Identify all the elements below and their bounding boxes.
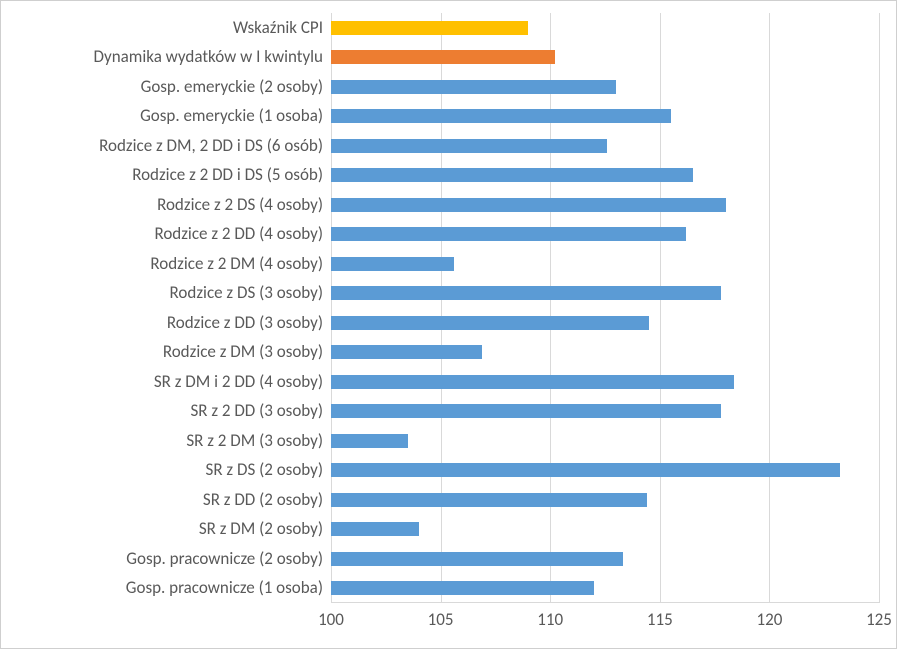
x-tick-label: 110 [537,603,563,630]
bar [331,552,623,566]
bar-row: Gosp. emeryckie (2 osoby) [331,77,879,97]
bar [331,109,671,123]
bar-row: Dynamika wydatków w I kwintylu [331,47,879,67]
bar [331,581,594,595]
bar [331,375,734,389]
x-tick-label: 125 [866,603,892,630]
bar-row: SR z DM i 2 DD (4 osoby) [331,372,879,392]
category-label: Gosp. emeryckie (1 osoba) [140,106,331,126]
x-tick-label: 115 [647,603,673,630]
category-label: Dynamika wydatków w I kwintylu [94,47,331,67]
category-label: Rodzice z 2 DD i DS (5 osób) [132,165,331,185]
category-label: SR z 2 DD (3 osoby) [190,401,331,421]
bar [331,168,693,182]
plot-area: 100105110115120125Wskaźnik CPIDynamika w… [331,13,879,603]
bar [331,286,721,300]
x-axis-line [331,602,879,603]
category-label: SR z DM (2 osoby) [199,519,331,539]
category-label: SR z 2 DM (3 osoby) [186,431,331,451]
gridline [331,13,332,603]
bar-row: Rodzice z DS (3 osoby) [331,283,879,303]
category-label: Rodzice z DM (3 osoby) [163,342,331,362]
horizontal-bar-chart: 100105110115120125Wskaźnik CPIDynamika w… [0,0,897,649]
bar-row: Rodzice z 2 DS (4 osoby) [331,195,879,215]
bar-row: SR z 2 DM (3 osoby) [331,431,879,451]
x-tick-label: 120 [756,603,782,630]
category-label: Rodzice z 2 DM (4 osoby) [150,254,331,274]
bar [331,21,528,35]
category-label: Gosp. pracownicze (1 osoba) [126,578,331,598]
gridline [879,13,880,603]
category-label: Rodzice z DD (3 osoby) [167,313,331,333]
bar-row: Rodzice z 2 DD (4 osoby) [331,224,879,244]
bar [331,139,607,153]
category-label: SR z DM i 2 DD (4 osoby) [154,372,331,392]
bar-row: SR z DS (2 osoby) [331,460,879,480]
category-label: SR z DS (2 osoby) [206,460,331,480]
bar [331,227,686,241]
category-label: Rodzice z DS (3 osoby) [170,283,331,303]
bar [331,50,555,64]
bar-row: Rodzice z DM, 2 DD i DS (6 osób) [331,136,879,156]
gridline [441,13,442,603]
bar [331,316,649,330]
bar-row: Rodzice z 2 DD i DS (5 osób) [331,165,879,185]
bar [331,463,840,477]
category-label: Rodzice z 2 DD (4 osoby) [154,224,331,244]
category-label: Wskaźnik CPI [233,18,331,38]
category-label: Rodzice z DM, 2 DD i DS (6 osób) [99,136,331,156]
bar-row: SR z 2 DD (3 osoby) [331,401,879,421]
x-tick-label: 100 [318,603,344,630]
bar [331,493,647,507]
bar-row: SR z DD (2 osoby) [331,490,879,510]
bar-row: Gosp. emeryckie (1 osoba) [331,106,879,126]
bar-row: Gosp. pracownicze (1 osoba) [331,578,879,598]
bar-row: Rodzice z 2 DM (4 osoby) [331,254,879,274]
gridline [550,13,551,603]
bar [331,345,482,359]
bar [331,434,408,448]
bar-row: Wskaźnik CPI [331,18,879,38]
bar [331,80,616,94]
x-tick-label: 105 [428,603,454,630]
bar-row: Gosp. pracownicze (2 osoby) [331,549,879,569]
category-label: Gosp. pracownicze (2 osoby) [126,549,331,569]
bar [331,257,454,271]
bar [331,522,419,536]
category-label: Rodzice z 2 DS (4 osoby) [157,195,331,215]
gridline [660,13,661,603]
bar-row: SR z DM (2 osoby) [331,519,879,539]
bar-row: Rodzice z DM (3 osoby) [331,342,879,362]
category-label: Gosp. emeryckie (2 osoby) [141,77,331,97]
bar [331,198,726,212]
category-label: SR z DD (2 osoby) [203,490,331,510]
bar-row: Rodzice z DD (3 osoby) [331,313,879,333]
gridline [769,13,770,603]
bar [331,404,721,418]
